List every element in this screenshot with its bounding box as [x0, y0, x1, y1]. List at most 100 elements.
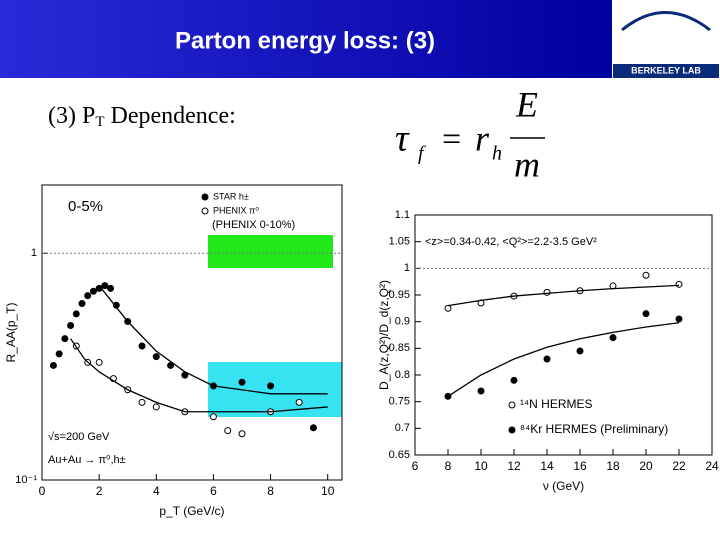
data-point	[167, 361, 175, 369]
data-point	[510, 376, 518, 384]
formula-text: E	[515, 84, 538, 124]
fit-curve	[447, 284, 680, 307]
plot-frame	[414, 214, 713, 456]
data-point	[477, 387, 485, 395]
annotation: 0-5%	[68, 198, 103, 215]
subtitle-sub: T	[95, 114, 104, 130]
y-axis-label: R_AA(p_T)	[4, 302, 18, 362]
plot-frame	[41, 184, 343, 481]
formula-text: h	[492, 143, 502, 165]
legend-label: PHENIX π⁰	[213, 205, 259, 215]
data-point	[675, 280, 683, 288]
data-point	[444, 304, 452, 312]
data-point	[84, 292, 92, 300]
x-tick-label: 8	[445, 459, 452, 473]
annotation: <z>=0.34-0.42, <Q²>=2.2-3.5 GeV²	[425, 236, 597, 248]
data-point	[152, 403, 160, 411]
data-point	[78, 300, 86, 308]
x-tick-label: 10	[321, 484, 335, 498]
data-point	[295, 398, 303, 406]
data-point	[95, 358, 103, 366]
y-tick-label: 10⁻¹	[15, 474, 37, 486]
data-point	[209, 413, 217, 421]
data-point	[72, 310, 80, 318]
y-tick-label: 0.8	[395, 369, 410, 381]
x-tick-label: 14	[540, 459, 554, 473]
data-point	[112, 301, 120, 309]
formula-text: =	[442, 121, 461, 158]
annotation: √s=200 GeV	[48, 431, 110, 443]
x-axis-label: p_T (GeV/c)	[159, 504, 224, 518]
y-tick-label: 0.65	[389, 449, 410, 461]
y-tick-label: 0.95	[389, 289, 410, 301]
data-point	[609, 334, 617, 342]
subtitle-part: (3) P	[48, 103, 95, 129]
legend-marker	[508, 401, 516, 409]
x-tick-label: 6	[412, 459, 419, 473]
data-point	[138, 342, 146, 350]
data-point	[675, 315, 683, 323]
data-point	[89, 287, 97, 295]
data-point	[543, 355, 551, 363]
data-point	[576, 347, 584, 355]
x-tick-label: 22	[672, 459, 686, 473]
logo: BERKELEY LAB	[612, 0, 720, 78]
slide-title: Parton energy loss: (3)	[175, 27, 435, 54]
fit-curve	[447, 322, 680, 397]
x-axis-label: ν (GeV)	[543, 479, 584, 493]
data-point	[642, 310, 650, 318]
y-tick-label: 0.7	[395, 422, 410, 434]
y-tick-label: 1.05	[389, 236, 410, 248]
data-point	[55, 350, 63, 358]
formula-text: r	[475, 118, 490, 158]
x-tick-label: 16	[573, 459, 587, 473]
data-point	[61, 335, 69, 343]
data-point	[101, 282, 109, 290]
data-point	[224, 427, 232, 435]
subtitle-part: Dependence:	[105, 103, 236, 129]
legend-label: STAR h±	[213, 191, 249, 201]
legend-label: ¹⁴N HERMES	[520, 397, 593, 411]
data-point	[238, 378, 246, 386]
y-tick-label: 0.85	[389, 342, 410, 354]
formula-text: m	[514, 144, 540, 184]
data-point	[309, 424, 317, 432]
formula: τ f = r h E m	[395, 84, 545, 184]
legend-marker	[201, 207, 209, 215]
error-band	[208, 362, 342, 417]
logo-text: BERKELEY LAB	[631, 65, 701, 75]
data-point	[67, 322, 75, 330]
data-point	[107, 284, 115, 292]
y-tick-label: 0.9	[395, 316, 410, 328]
data-point	[49, 361, 57, 369]
data-point	[238, 430, 246, 438]
x-tick-label: 10	[474, 459, 488, 473]
x-tick-label: 4	[153, 484, 160, 498]
data-point	[642, 271, 650, 279]
y-tick-label: 1	[31, 247, 37, 259]
data-point	[152, 353, 160, 361]
x-tick-label: 6	[210, 484, 217, 498]
x-tick-label: 20	[639, 459, 653, 473]
fit-curve	[98, 285, 328, 395]
y-axis-label: D_A(z,Q²)/D_d(z,Q²)	[377, 280, 391, 390]
legend-label: ⁸⁴Kr HERMES (Preliminary)	[520, 422, 668, 436]
header-bar	[0, 0, 612, 78]
x-tick-label: 8	[267, 484, 274, 498]
subtitle: (3) PT Dependence:	[48, 103, 236, 131]
legend-marker	[201, 193, 209, 201]
legend-marker	[508, 426, 516, 434]
data-point	[543, 288, 551, 296]
x-tick-label: 12	[507, 459, 521, 473]
x-tick-label: 0	[39, 484, 46, 498]
formula-text: f	[418, 143, 426, 165]
x-tick-label: 24	[705, 459, 719, 473]
y-tick-label: 0.75	[389, 396, 410, 408]
y-tick-label: 1	[404, 262, 410, 274]
annotation: Au+Au → π⁰,h±	[48, 454, 126, 466]
data-point	[267, 382, 275, 390]
annotation: (PHENIX 0-10%)	[212, 219, 295, 231]
y-tick-label: 1.1	[395, 209, 410, 221]
x-tick-label: 2	[96, 484, 103, 498]
